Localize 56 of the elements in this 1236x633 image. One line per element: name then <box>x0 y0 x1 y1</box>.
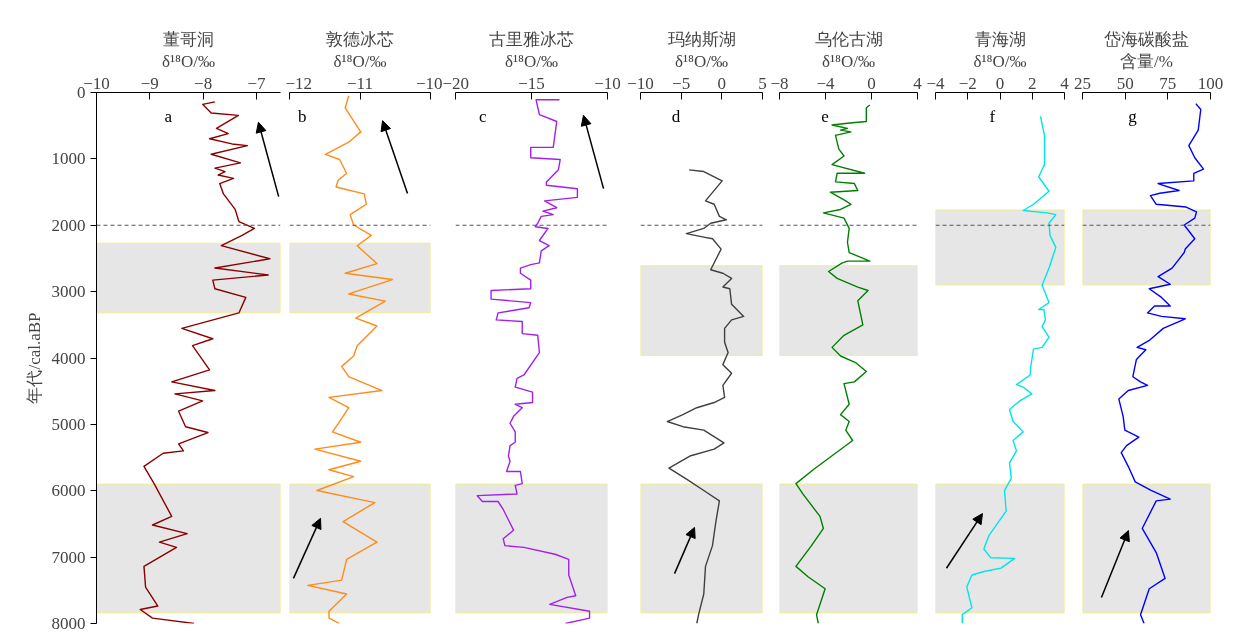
y-axis-title: 年代/cal.aBP <box>24 312 44 404</box>
chart-title: 玛纳斯湖 <box>667 29 736 49</box>
annotation: d <box>671 106 681 126</box>
x-tick-label: −20 <box>442 73 470 93</box>
y-tick-label: 1000 <box>51 149 86 169</box>
annotation: c <box>479 106 488 126</box>
x-tick-label: −15 <box>518 73 545 93</box>
chart-title: 岱海碳酸盐 <box>1104 29 1189 49</box>
x-tick-label: 5 <box>758 73 767 93</box>
chart-title: 敦德冰芯 <box>326 29 394 49</box>
x-tick-label: −9 <box>140 73 159 93</box>
chart-title: 古里雅冰芯 <box>489 29 574 49</box>
x-tick-label: −7 <box>247 73 267 93</box>
x-tick-label: 0 <box>995 73 1005 93</box>
y-tick-label: 3000 <box>51 282 86 302</box>
x-tick-label: −8 <box>770 73 789 93</box>
annotation: g <box>1128 106 1138 126</box>
x-tick-label: 50 <box>1116 73 1134 93</box>
x-tick-label: −4 <box>926 73 946 93</box>
y-tick-label: 8000 <box>51 614 86 633</box>
chart-title: 乌伦古湖 <box>814 29 883 49</box>
x-tick-label: −8 <box>194 73 213 93</box>
x-tick-label: 4 <box>913 73 923 93</box>
x-tick-label: −12 <box>285 73 313 93</box>
annotation: b <box>297 106 307 126</box>
x-tick-label: 2 <box>1028 73 1037 93</box>
x-tick-label: 0 <box>717 73 727 93</box>
x-tick-label: −5 <box>672 73 691 93</box>
x-tick-label: 75 <box>1159 73 1177 93</box>
y-tick-label: 4000 <box>51 348 86 368</box>
x-axis-title: δ¹⁸O/‰ <box>674 51 729 71</box>
x-tick-label: −10 <box>627 73 654 93</box>
y-tick-label: 6000 <box>51 481 86 501</box>
x-tick-label: 100 <box>1197 73 1224 93</box>
y-tick-label: 2000 <box>51 215 86 235</box>
x-tick-label: 4 <box>1060 73 1070 93</box>
x-axis-title: 含量/% <box>1120 51 1173 71</box>
x-axis-title: δ¹⁸O/‰ <box>504 51 559 71</box>
x-tick-label: 25 <box>1074 73 1091 93</box>
x-tick-label: −2 <box>958 73 977 93</box>
x-tick-label: 0 <box>867 73 876 93</box>
annotation: f <box>989 106 996 126</box>
x-tick-label: −4 <box>816 73 836 93</box>
x-axis-title: δ¹⁸O/‰ <box>333 51 387 71</box>
x-tick-label: −10 <box>415 73 443 93</box>
x-axis-title: δ¹⁸O/‰ <box>821 51 876 71</box>
x-tick-label: −10 <box>594 73 621 93</box>
chart-title: 青海湖 <box>974 29 1026 49</box>
x-axis-title: δ¹⁸O/‰ <box>973 51 1027 71</box>
y-tick-label: 5000 <box>51 414 86 434</box>
x-tick-label: −11 <box>347 73 373 93</box>
annotation: e <box>821 106 829 126</box>
x-axis-title: δ¹⁸O/‰ <box>161 51 216 71</box>
annotation: a <box>164 106 173 126</box>
y-tick-label: 7000 <box>51 547 86 567</box>
chart-title: 董哥洞 <box>163 29 214 49</box>
